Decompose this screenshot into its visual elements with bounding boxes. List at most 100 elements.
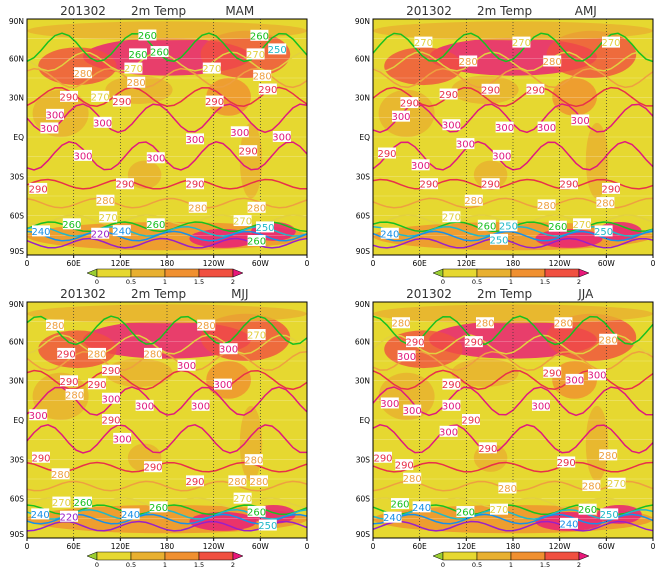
contour-label-text: 300 [397,352,416,363]
contour-label-text: 290 [101,416,120,427]
lon-tick-label: 120E [111,542,130,551]
contour-label: 290 [543,366,562,379]
colorbar-label: 0 [95,278,99,286]
contour-label: 290 [87,378,107,391]
contour-label-text: 290 [478,444,497,455]
contour-label: 290 [373,451,393,464]
contour-label-bg [439,425,458,437]
contour-label-bg [537,121,556,133]
contour-label-text: 260 [150,48,169,59]
contour-label-bg [116,178,134,190]
contour-label: 280 [554,317,573,330]
contour-label-text: 280 [554,319,573,330]
contour-label: 240 [112,225,131,238]
contour-label: 290 [464,336,483,349]
contour-280 [27,67,307,89]
contour-label-bg [197,319,216,331]
contour-label-text: 270 [99,213,118,224]
contour-label-text: 300 [185,135,204,146]
contour-label: 300 [439,425,458,438]
contour-label-text: 290 [557,458,576,469]
contour-label-bg [29,182,48,194]
lon-tick-label: 120E [457,542,476,551]
contour-label-text: 280 [403,474,422,485]
lon-tick-label: 0 [305,542,310,551]
contour-label-text: 240 [121,510,140,521]
shading-region [27,21,307,41]
colorbar-segment [198,551,234,561]
contour-label-bg [543,55,562,67]
contour-label: 260 [250,29,269,42]
contour-label-text: 290 [205,97,224,108]
lon-tick-label: 120E [111,259,130,268]
shading-region [27,304,307,324]
contour-label-text: 290 [400,99,419,110]
colorbar-label: 0 [441,561,445,567]
contour-label: 270 [247,329,266,342]
contour-label-bg [102,414,120,425]
contour-label-text: 280 [87,349,106,360]
contour-label-text: 300 [40,124,59,135]
contour-label-bg [600,508,619,520]
contour-label-text: 290 [59,377,78,388]
contour-label: 290 [559,178,579,191]
lat-tick-label: 90S [356,247,371,256]
contour-label-bg [32,225,50,237]
contour-label-text: 280 [459,57,478,68]
contour-label-bg [214,378,232,390]
contour-label: 300 [456,138,475,151]
contour-label-bg [144,461,162,473]
contour-label: 280 [498,482,517,495]
contour-label: 300 [411,159,430,172]
colorbar-segment [130,551,166,561]
contour-label: 240 [559,517,579,530]
contour-label-bg [256,221,274,233]
lat-tick-label: EQ [359,133,370,142]
contour-label-bg [146,218,165,230]
contour-label: 240 [412,501,431,514]
contour-label-bg [272,131,291,142]
contour-label-bg [456,506,475,518]
contour-290 [27,461,307,473]
contour-label-text: 270 [233,494,252,505]
contour-label: 280 [475,317,495,330]
contour-label: 270 [202,62,221,75]
contour-label-bg [607,477,626,489]
lat-tick-label: 60S [356,495,371,504]
contour-label-text: 290 [526,85,545,96]
contour-label-text: 290 [373,453,392,464]
contour-label-bg [113,432,132,444]
contour-label: 300 [191,399,210,412]
contour-label: 240 [383,511,402,524]
contour-label-text: 240 [112,227,131,238]
contour-label-text: 250 [489,235,508,246]
contour-label-text: 280 [543,57,562,68]
contour-label-bg [464,336,483,348]
contour-label-text: 290 [143,463,162,474]
contour-label-bg [512,36,531,48]
contour-label-text: 250 [594,227,613,238]
contour-label-bg [442,119,461,131]
contour-label-text: 300 [213,380,232,391]
contour-label-bg [202,62,221,74]
contour-label-text: 300 [101,394,120,405]
contour-label-bg [52,496,71,508]
contour-label: 300 [495,121,514,134]
contour-label: 260 [73,496,93,509]
colorbar-left-arrow [86,551,98,561]
contour-label: 220 [91,227,110,240]
contour-label: 280 [127,76,146,89]
contour-label-bg [565,373,584,385]
contour-label: 280 [403,472,422,485]
lon-tick-label: 0 [651,259,656,268]
contour-290 [373,178,653,190]
contour-label-bg [121,508,140,520]
contour-label-bg [149,501,168,513]
contour-label-bg [462,414,480,425]
contour-label: 290 [185,475,205,488]
contour-label-text: 300 [411,161,430,172]
contour-label: 280 [96,194,115,207]
